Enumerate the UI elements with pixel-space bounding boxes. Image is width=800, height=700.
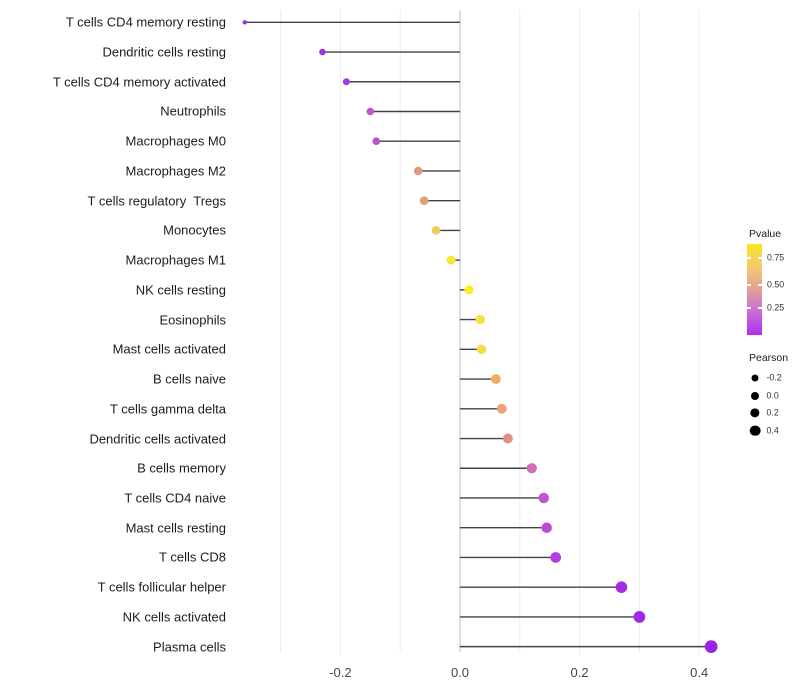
lollipop-dot [476, 344, 487, 355]
y-axis-label: Dendritic cells resting [102, 44, 226, 60]
lollipop-dot [541, 522, 552, 533]
lollipop-dot [526, 463, 537, 474]
lollipop-dot [319, 48, 326, 56]
y-axis-label: T cells gamma delta [109, 401, 226, 417]
pearson-size-dot [749, 425, 761, 436]
y-axis-label: Plasma cells [153, 639, 226, 655]
y-axis-label: B cells memory [137, 460, 226, 476]
x-tick-label: 0.4 [690, 665, 709, 680]
y-axis-label: NK cells resting [135, 282, 226, 298]
y-axis-label: T cells regulatory Tregs [87, 193, 226, 209]
y-axis-label: T cells CD8 [159, 549, 226, 565]
y-axis-label: Macrophages M0 [125, 133, 226, 149]
x-tick-label: 0.0 [450, 665, 470, 680]
pvalue-bar-tick [758, 307, 762, 309]
lollipop-dot [490, 374, 501, 384]
y-axis-label: Neutrophils [160, 103, 226, 119]
pvalue-legend-title: Pvalue [749, 228, 782, 240]
y-axis-label: Dendritic cells activated [89, 431, 226, 447]
pvalue-bar-tick [747, 257, 751, 259]
pearson-size-label: 0.0 [766, 390, 779, 401]
lollipop-dot [464, 285, 474, 295]
y-axis-label: Mast cells activated [112, 341, 226, 357]
lollipop-dot [496, 403, 507, 414]
lollipop-dot [446, 255, 456, 265]
pearson-size-dot [751, 374, 759, 382]
y-axis-label: T cells follicular helper [97, 579, 226, 595]
lollipop-dot [633, 611, 646, 623]
lollipop-dot [242, 20, 247, 25]
y-axis-label: Macrophages M2 [125, 163, 226, 179]
y-axis-label: Macrophages M1 [125, 252, 226, 268]
lollipop-dot [538, 492, 549, 504]
pearson-size-label: 0.2 [766, 407, 779, 418]
pvalue-tick-label: 0.25 [767, 302, 785, 313]
y-axis-label: T cells CD4 memory resting [65, 14, 226, 30]
y-axis-label: B cells naive [153, 371, 226, 387]
x-tick-label: 0.2 [570, 665, 589, 680]
pvalue-gradient-bar [747, 244, 762, 335]
lollipop-dot [419, 196, 429, 205]
lollipop-dot [502, 433, 513, 444]
lollipop-dot [704, 640, 718, 653]
y-axis-label: NK cells activated [122, 609, 226, 625]
pearson-size-dot [751, 391, 759, 400]
y-axis-label: Eosinophils [159, 312, 227, 328]
y-axis-label: T cells CD4 naive [124, 490, 226, 506]
pearson-size-label: -0.2 [766, 372, 782, 383]
lollipop-dot [550, 552, 562, 563]
y-axis-label: T cells CD4 memory activated [52, 74, 226, 90]
pvalue-bar-tick [758, 284, 762, 286]
pearson-legend-title: Pearson [749, 352, 789, 364]
lollipop-dot [413, 166, 423, 176]
pearson-size-label: 0.4 [766, 425, 779, 436]
lollipop-dot [372, 137, 381, 146]
lollipop-dot [431, 226, 441, 235]
x-tick-label: -0.2 [329, 665, 352, 680]
lollipop-dot [366, 107, 375, 116]
lollipop-dot [475, 314, 486, 325]
lollipop-dot [342, 78, 350, 86]
pearson-size-dot [750, 408, 760, 418]
pvalue-bar-tick [747, 307, 751, 309]
lollipop-dot [615, 581, 628, 593]
pvalue-bar-tick [747, 284, 751, 286]
pvalue-tick-label: 0.75 [767, 252, 785, 263]
y-axis-label: Mast cells resting [125, 520, 226, 536]
y-axis-label: Monocytes [163, 222, 226, 238]
pvalue-bar-tick [758, 257, 762, 259]
pvalue-tick-label: 0.50 [767, 279, 785, 290]
